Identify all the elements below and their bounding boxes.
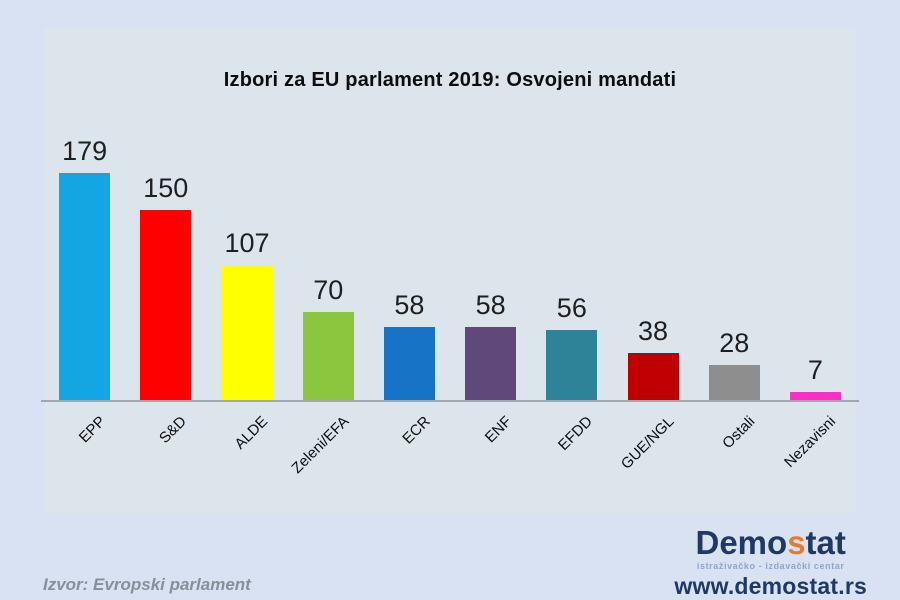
bar — [465, 327, 517, 401]
x-axis-label: Nezavisni — [781, 413, 840, 472]
x-axis-label-slot: S&D — [125, 402, 206, 512]
chart-panel: Izbori za EU parlament 2019: Osvojeni ma… — [41, 29, 859, 513]
bar-value-label: 107 — [224, 228, 270, 258]
x-axis-label-slot: ECR — [369, 402, 450, 512]
bar-value-label: 28 — [719, 328, 750, 358]
bar — [708, 365, 760, 401]
x-axis-label-slot: GUE/NGL — [612, 402, 693, 512]
bar — [221, 265, 273, 401]
x-axis-label: EFDD — [554, 413, 596, 454]
brand-website-url: www.demostat.rs — [674, 573, 867, 599]
bar — [789, 392, 841, 401]
bar-value-label: 38 — [638, 316, 669, 346]
bar — [59, 173, 111, 401]
bar-column: 58 — [369, 29, 450, 401]
bar-value-label: 58 — [394, 290, 425, 320]
x-axis-label: S&D — [156, 413, 190, 447]
bar-value-label: 150 — [143, 173, 189, 203]
bar-column: 56 — [531, 29, 612, 401]
logo-text-suffix: tat — [805, 524, 846, 561]
bar — [140, 210, 192, 401]
demostat-logo: Demostat — [674, 526, 867, 559]
bar-value-label: 7 — [807, 355, 823, 385]
brand-block: Demostat istraživačko - izdavački centar… — [674, 526, 867, 598]
bar-value-label: 70 — [313, 275, 344, 305]
x-axis-label-slot: EPP — [44, 402, 125, 512]
x-axis-labels: EPP S&D ALDE Zeleni/EFA ECR ENF EFDD GUE/NGL Ost… — [44, 402, 856, 512]
x-axis-label: GUE/NGL — [617, 413, 678, 473]
x-axis-label-slot: ENF — [450, 402, 531, 512]
x-axis-label: ALDE — [231, 413, 272, 453]
chart-title: Izbori za EU parlament 2019: Osvojeni ma… — [223, 69, 677, 91]
bar-value-label: 58 — [475, 290, 506, 320]
x-axis-label: ENF — [481, 413, 515, 447]
x-axis-label: EPP — [75, 413, 109, 447]
x-axis-label-slot: Ostali — [694, 402, 775, 512]
bar — [546, 330, 598, 401]
bar-column: 70 — [288, 29, 369, 401]
bar — [302, 312, 354, 401]
x-axis-label-slot: EFDD — [531, 402, 612, 512]
bar-value-label: 56 — [556, 293, 587, 323]
x-axis-line — [41, 400, 859, 402]
logo-text-prefix: Demo — [695, 524, 788, 561]
bar-column: 107 — [206, 29, 287, 401]
bar — [383, 327, 435, 401]
bar-column: 150 — [125, 29, 206, 401]
x-axis-label-slot: Nezavisni — [775, 402, 856, 512]
bar-column: 58 — [450, 29, 531, 401]
bar-column: 38 — [612, 29, 693, 401]
bar-value-label: 179 — [62, 136, 108, 166]
x-axis-label: ECR — [399, 413, 434, 448]
bar-column: 7 — [775, 29, 856, 401]
bar-chart-plot-area: 179 150 107 70 58 58 56 38 28 7 — [44, 29, 856, 401]
bar — [627, 353, 679, 401]
logo-text-accent: s — [787, 524, 806, 561]
x-axis-label: Ostali — [719, 413, 759, 453]
source-note: Izvor: Evropski parlament — [43, 575, 251, 594]
brand-tagline: istraživačko - izdavački centar — [696, 561, 845, 571]
x-axis-label: Zeleni/EFA — [288, 413, 353, 477]
x-axis-label-slot: ALDE — [206, 402, 287, 512]
bar-column: 28 — [694, 29, 775, 401]
x-axis-label-slot: Zeleni/EFA — [288, 402, 369, 512]
bar-column: 179 — [44, 29, 125, 401]
